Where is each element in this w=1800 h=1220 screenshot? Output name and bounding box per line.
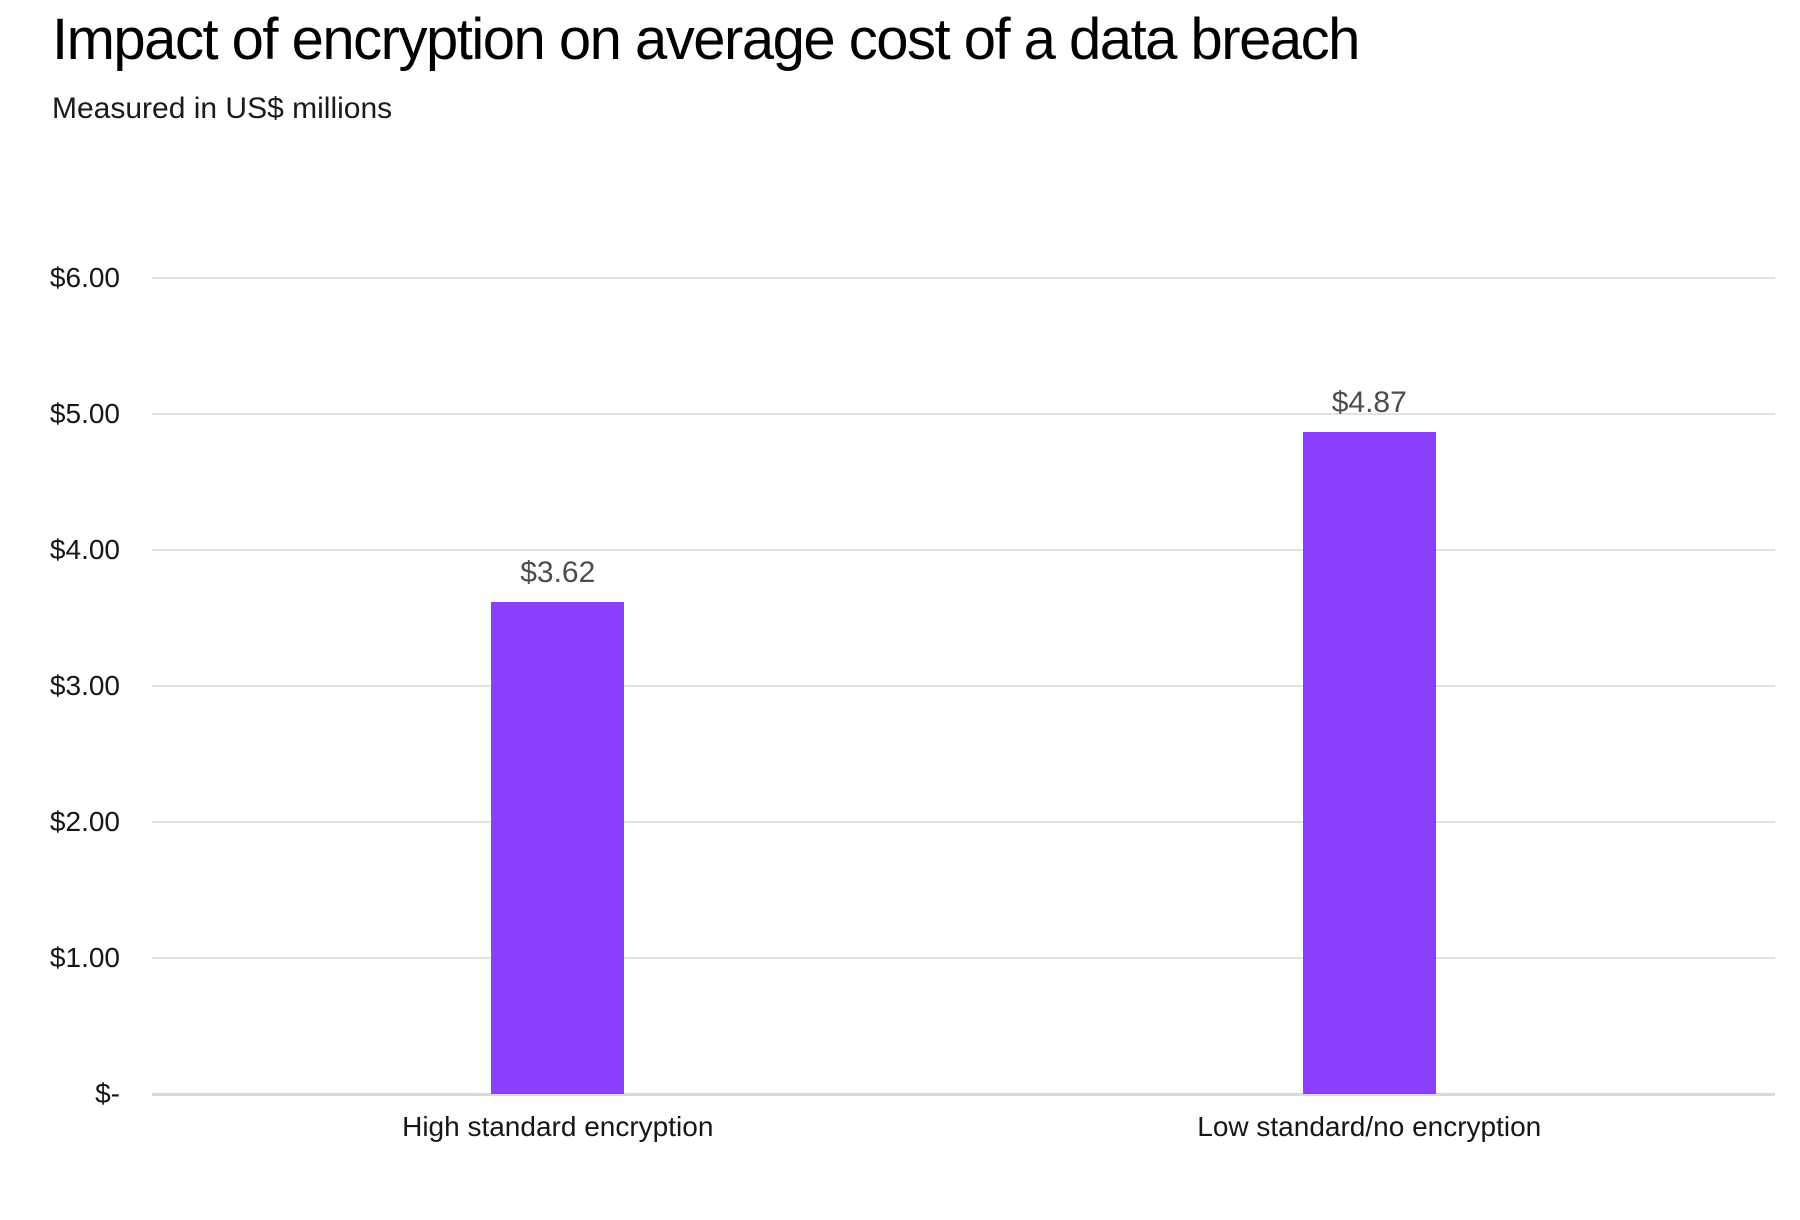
gridline [152,957,1775,959]
x-axis-label: High standard encryption [402,1111,714,1142]
bar-value-label: $4.87 [1331,385,1407,419]
x-axis-baseline [152,1093,1775,1096]
gridline [152,685,1775,687]
bar-low-standard-no-encryption [1302,431,1436,1094]
y-tick-label: $- [95,1078,120,1109]
chart-subtitle: Measured in US$ millions [52,92,393,125]
bar-value-label: $3.62 [520,555,596,589]
chart-title: Impact of encryption on average cost of … [52,7,1360,72]
x-axis-label: Low standard/no encryption [1197,1111,1542,1142]
y-tick-label: $5.00 [49,398,120,429]
gridline [152,549,1775,551]
bar-high-standard-encryption [491,601,625,1094]
y-tick-label: $2.00 [49,806,120,837]
y-tick-label: $3.00 [49,670,120,701]
y-tick-label: $6.00 [49,262,120,293]
gridline [152,821,1775,823]
y-tick-label: $4.00 [49,534,120,565]
gridline [152,413,1775,415]
y-tick-label: $1.00 [49,942,120,973]
gridline [152,277,1775,279]
